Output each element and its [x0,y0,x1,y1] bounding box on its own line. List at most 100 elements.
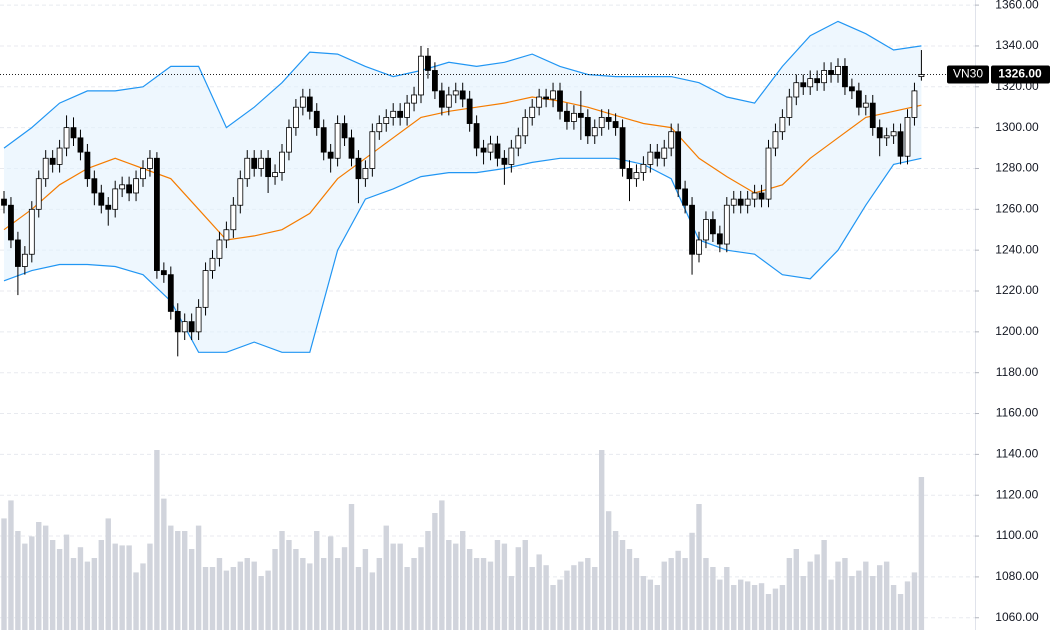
volume-bar [84,561,91,630]
candle-body [147,157,153,169]
candle-body [418,55,424,96]
candle-body [793,82,800,98]
candle-body [633,172,640,180]
candle-body [577,112,584,118]
candle-body [84,151,91,180]
volume-bar [682,558,688,630]
symbol-tag: VN30 [953,67,983,81]
volume-bar [779,585,786,630]
volume-bar [578,561,584,630]
candle-body [494,143,501,159]
volume-bar [300,558,306,630]
candle-body [327,151,334,159]
band-upper [3,20,922,149]
volume-bar [863,561,869,630]
candle-body [237,178,244,206]
volume-bar [605,511,612,630]
volume-bar [571,565,577,630]
candle-body [174,311,181,333]
volume-bar [619,540,626,630]
candle-body [807,78,814,88]
volume-bar [675,550,681,630]
volume-bar [334,558,341,630]
candle-body [584,117,591,137]
volume-bar [140,563,146,630]
volume-bar [390,543,396,630]
last-price-label: 1326.00 [998,67,1042,81]
volume-bar [696,504,702,630]
volume-bar [640,576,647,630]
candle-body [230,204,237,231]
candle-body [98,192,105,206]
candle-body [140,168,146,180]
volume-bar [314,531,320,630]
volume-bar [43,525,49,630]
y-tick-label: 1180.00 [996,365,1039,379]
volume-bar [564,570,570,630]
candle-body [640,163,647,173]
volume-bar [70,558,77,630]
candle-body [703,219,709,241]
volume-bar [272,549,278,630]
candle-body [696,239,702,255]
candle-body [487,143,494,153]
candle-body [126,184,132,194]
volume-bar [362,549,369,630]
y-tick-label: 1360.00 [995,0,1039,11]
volume-bar [466,549,473,630]
volume-bar [265,570,271,630]
volume-bar [877,565,883,630]
candle-body [153,157,160,271]
candle-body [195,306,202,333]
volume-bar [550,585,556,630]
candle-body [779,117,786,133]
candle-body [501,157,508,165]
candle-body [654,151,661,159]
candle-body [105,204,112,210]
volume-bar [758,583,765,630]
volume-bar [341,547,348,630]
volume-bar [689,532,695,630]
volume-bar [897,594,904,630]
volume-bar [842,558,848,630]
candle-body [244,157,251,180]
symbol-tag-bg [947,65,989,84]
candle-body [251,157,258,169]
candle-body [160,270,167,276]
volume-bar [835,561,841,630]
volume-bar [369,572,376,630]
volume-bar [661,561,667,630]
volume-bar [814,554,820,630]
candle-body [612,121,619,129]
volume-bar [731,585,737,630]
volume-bar [168,525,174,630]
volume-bar [751,585,758,630]
volume-bar [724,567,730,630]
volume-bar [1,518,7,630]
volume-bar [425,531,431,630]
volume-bar [112,543,118,630]
volume-bar [439,500,445,630]
volume-bar [543,565,549,630]
volume-bar [126,545,132,630]
candle-body [14,239,21,267]
candle-body [890,131,897,137]
volume-bar [77,547,84,630]
volume-bar [849,576,855,630]
volume-bar [557,579,563,630]
candle-body [682,188,688,206]
candle-body [21,253,28,267]
plot-area [0,4,975,630]
candle-body [292,106,299,129]
volume-bar [432,513,438,630]
volume-bar [522,540,528,630]
volume-bar [188,549,195,630]
candle-body [459,90,466,100]
candle-body [765,147,772,200]
y-tick-label: 1240.00 [995,242,1039,256]
candle-body [883,135,890,139]
volume-bar [717,579,723,630]
candle-body [668,131,675,149]
volume-bar [251,561,257,630]
